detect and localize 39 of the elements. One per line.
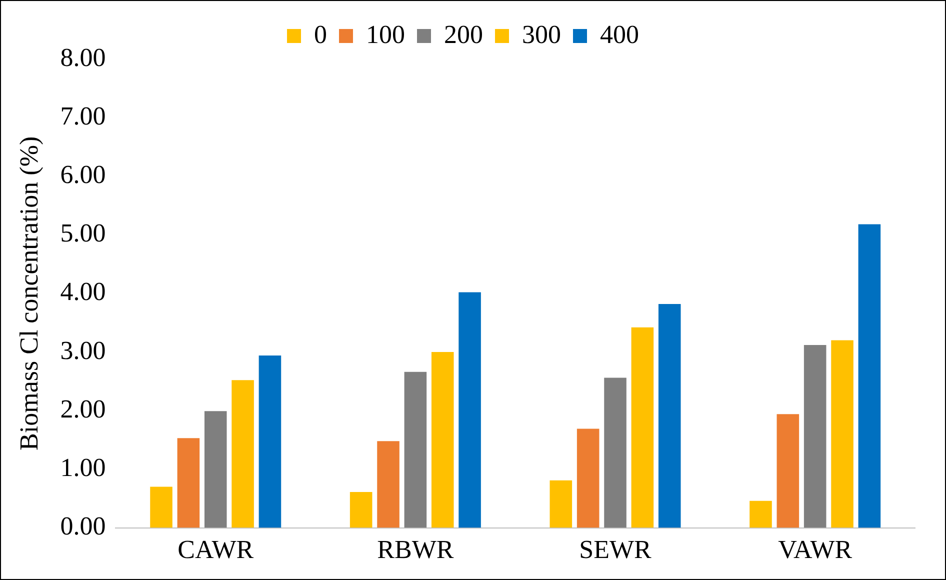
x-tick-label: SEWR bbox=[579, 535, 652, 564]
y-tick-label: 3.00 bbox=[60, 336, 106, 365]
bar bbox=[631, 327, 654, 528]
legend-label: 400 bbox=[600, 20, 639, 49]
y-tick-label: 6.00 bbox=[60, 160, 106, 190]
x-tick-label: VAWR bbox=[778, 535, 853, 564]
bar bbox=[232, 380, 254, 528]
y-tick-label: 8.00 bbox=[60, 42, 106, 72]
bar bbox=[604, 378, 626, 528]
bar bbox=[458, 292, 481, 528]
y-tick-label: 1.00 bbox=[60, 453, 106, 482]
bar bbox=[377, 441, 400, 528]
bar bbox=[750, 500, 772, 528]
bar bbox=[858, 224, 881, 528]
bar bbox=[431, 352, 454, 528]
bar bbox=[177, 438, 200, 528]
bar bbox=[150, 486, 172, 528]
y-tick-label: 7.00 bbox=[60, 101, 106, 130]
bar bbox=[550, 480, 572, 528]
legend-label: 300 bbox=[522, 20, 561, 49]
legend-label: 100 bbox=[366, 20, 405, 49]
x-tick-label: RBWR bbox=[377, 535, 454, 564]
y-tick-label: 4.00 bbox=[60, 277, 106, 306]
bar bbox=[258, 356, 282, 528]
y-tick-label: 5.00 bbox=[60, 218, 106, 248]
legend-label: 200 bbox=[444, 20, 483, 49]
legend-label: 0 bbox=[314, 20, 327, 49]
y-tick-label: 0.00 bbox=[60, 512, 106, 541]
bar bbox=[658, 304, 681, 528]
bar bbox=[776, 414, 800, 528]
y-axis-title: Biomass Cl concentration (%) bbox=[14, 136, 44, 450]
y-tick-label: 2.00 bbox=[60, 394, 106, 424]
x-tick-label: CAWR bbox=[178, 535, 254, 564]
bar bbox=[804, 344, 826, 528]
bar bbox=[404, 372, 427, 528]
bar bbox=[576, 428, 600, 528]
bar bbox=[204, 411, 227, 528]
bar bbox=[831, 340, 854, 528]
bar bbox=[350, 492, 372, 528]
